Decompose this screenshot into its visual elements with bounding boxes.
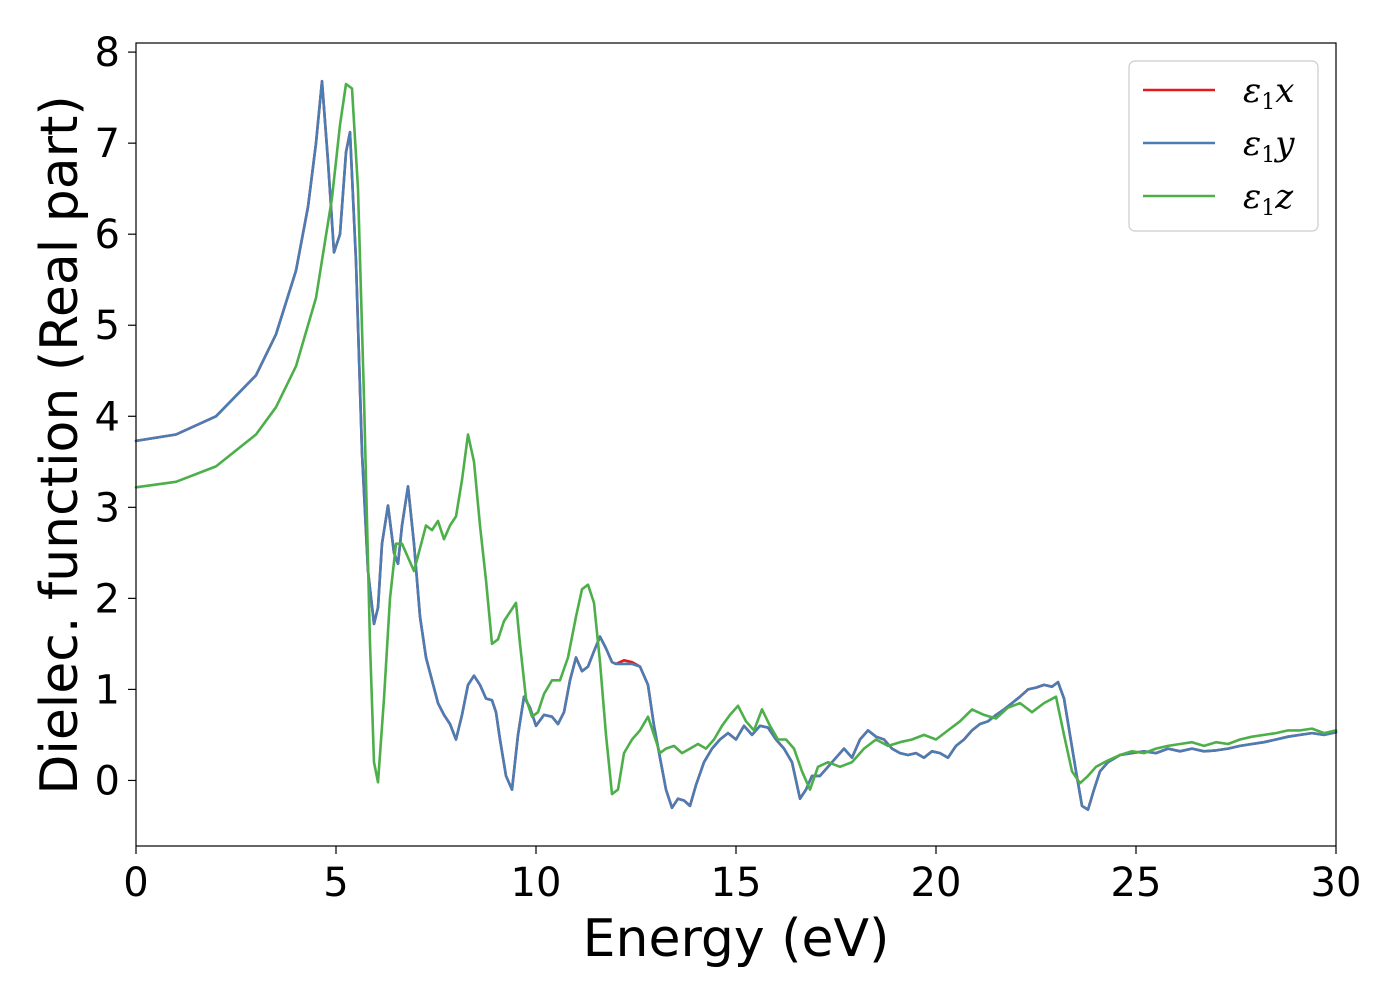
legend: ε1x ε1y ε1z bbox=[1128, 60, 1319, 232]
legend-label-x: ε1x bbox=[1243, 71, 1294, 115]
x-tick-label: 0 bbox=[123, 860, 148, 906]
series-line-y bbox=[134, 79, 1338, 811]
y-tick-label: 6 bbox=[95, 212, 120, 258]
series-layer bbox=[134, 79, 1338, 811]
y-tick-label: 3 bbox=[95, 485, 120, 531]
x-tick-label: 25 bbox=[1111, 860, 1162, 906]
y-tick-label: 1 bbox=[95, 667, 120, 713]
y-axis: 0 1 2 3 4 5 6 7 8 bbox=[95, 30, 136, 804]
x-tick-label: 10 bbox=[511, 860, 562, 906]
y-tick-label: 0 bbox=[95, 758, 120, 804]
y-tick-label: 5 bbox=[95, 303, 120, 349]
x-tick-label: 15 bbox=[711, 860, 762, 906]
x-tick-label: 20 bbox=[911, 860, 962, 906]
x-axis: 0 5 10 15 20 25 30 bbox=[123, 846, 1361, 906]
series-line-z bbox=[134, 82, 1338, 796]
y-tick-label: 7 bbox=[95, 121, 120, 167]
legend-label-y: ε1y bbox=[1243, 124, 1295, 168]
y-tick-label: 2 bbox=[95, 576, 120, 622]
x-tick-label: 5 bbox=[323, 860, 348, 906]
y-tick-label: 8 bbox=[95, 30, 120, 76]
legend-label-z: ε1z bbox=[1243, 177, 1294, 221]
y-tick-label: 4 bbox=[95, 394, 120, 440]
x-axis-title: Energy (eV) bbox=[583, 909, 890, 969]
y-axis-title: Dielec. function (Real part) bbox=[30, 95, 90, 794]
x-tick-label: 30 bbox=[1311, 860, 1362, 906]
legend-box bbox=[1128, 60, 1319, 232]
